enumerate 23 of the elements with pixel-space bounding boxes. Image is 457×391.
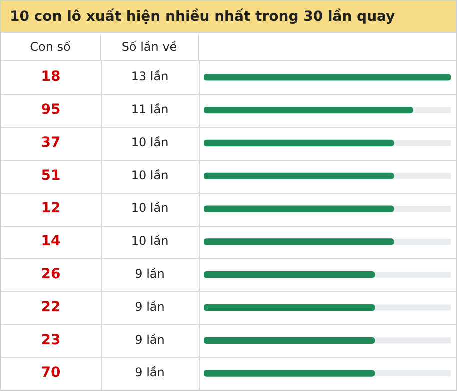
data-label: 9 lần	[135, 266, 165, 281]
data-label: 11 lần	[131, 102, 169, 116]
data-label: 10 lần	[131, 234, 169, 248]
data-label: 10 lần	[131, 201, 169, 216]
data-label: 9 lần	[135, 332, 165, 347]
data-label: 10 lần	[131, 168, 169, 182]
data-label: 9 lần	[135, 300, 165, 314]
data-label: 10 lần	[131, 135, 169, 150]
y-tick-label: 37	[41, 134, 61, 151]
y-tick-label: 22	[41, 299, 61, 316]
y-tick-label: 51	[41, 168, 61, 184]
y-tick-label: 70	[41, 365, 61, 382]
data-label: 13 lần	[131, 70, 169, 84]
y-tick-label: 12	[41, 200, 61, 217]
y-axis-title: Con số	[1, 34, 101, 61]
data-label: 9 lần	[135, 366, 165, 380]
chart-title: 10 con lô xuất hiện nhiều nhất trong 30 lần quay	[1, 1, 456, 33]
x-axis-title: Số lần về	[101, 34, 199, 61]
y-tick-label: 14	[41, 234, 61, 250]
y-tick-label: 18	[41, 69, 61, 86]
y-tick-label: 26	[41, 266, 61, 282]
y-tick-label: 95	[41, 102, 61, 118]
y-tick-label: 23	[41, 332, 61, 348]
